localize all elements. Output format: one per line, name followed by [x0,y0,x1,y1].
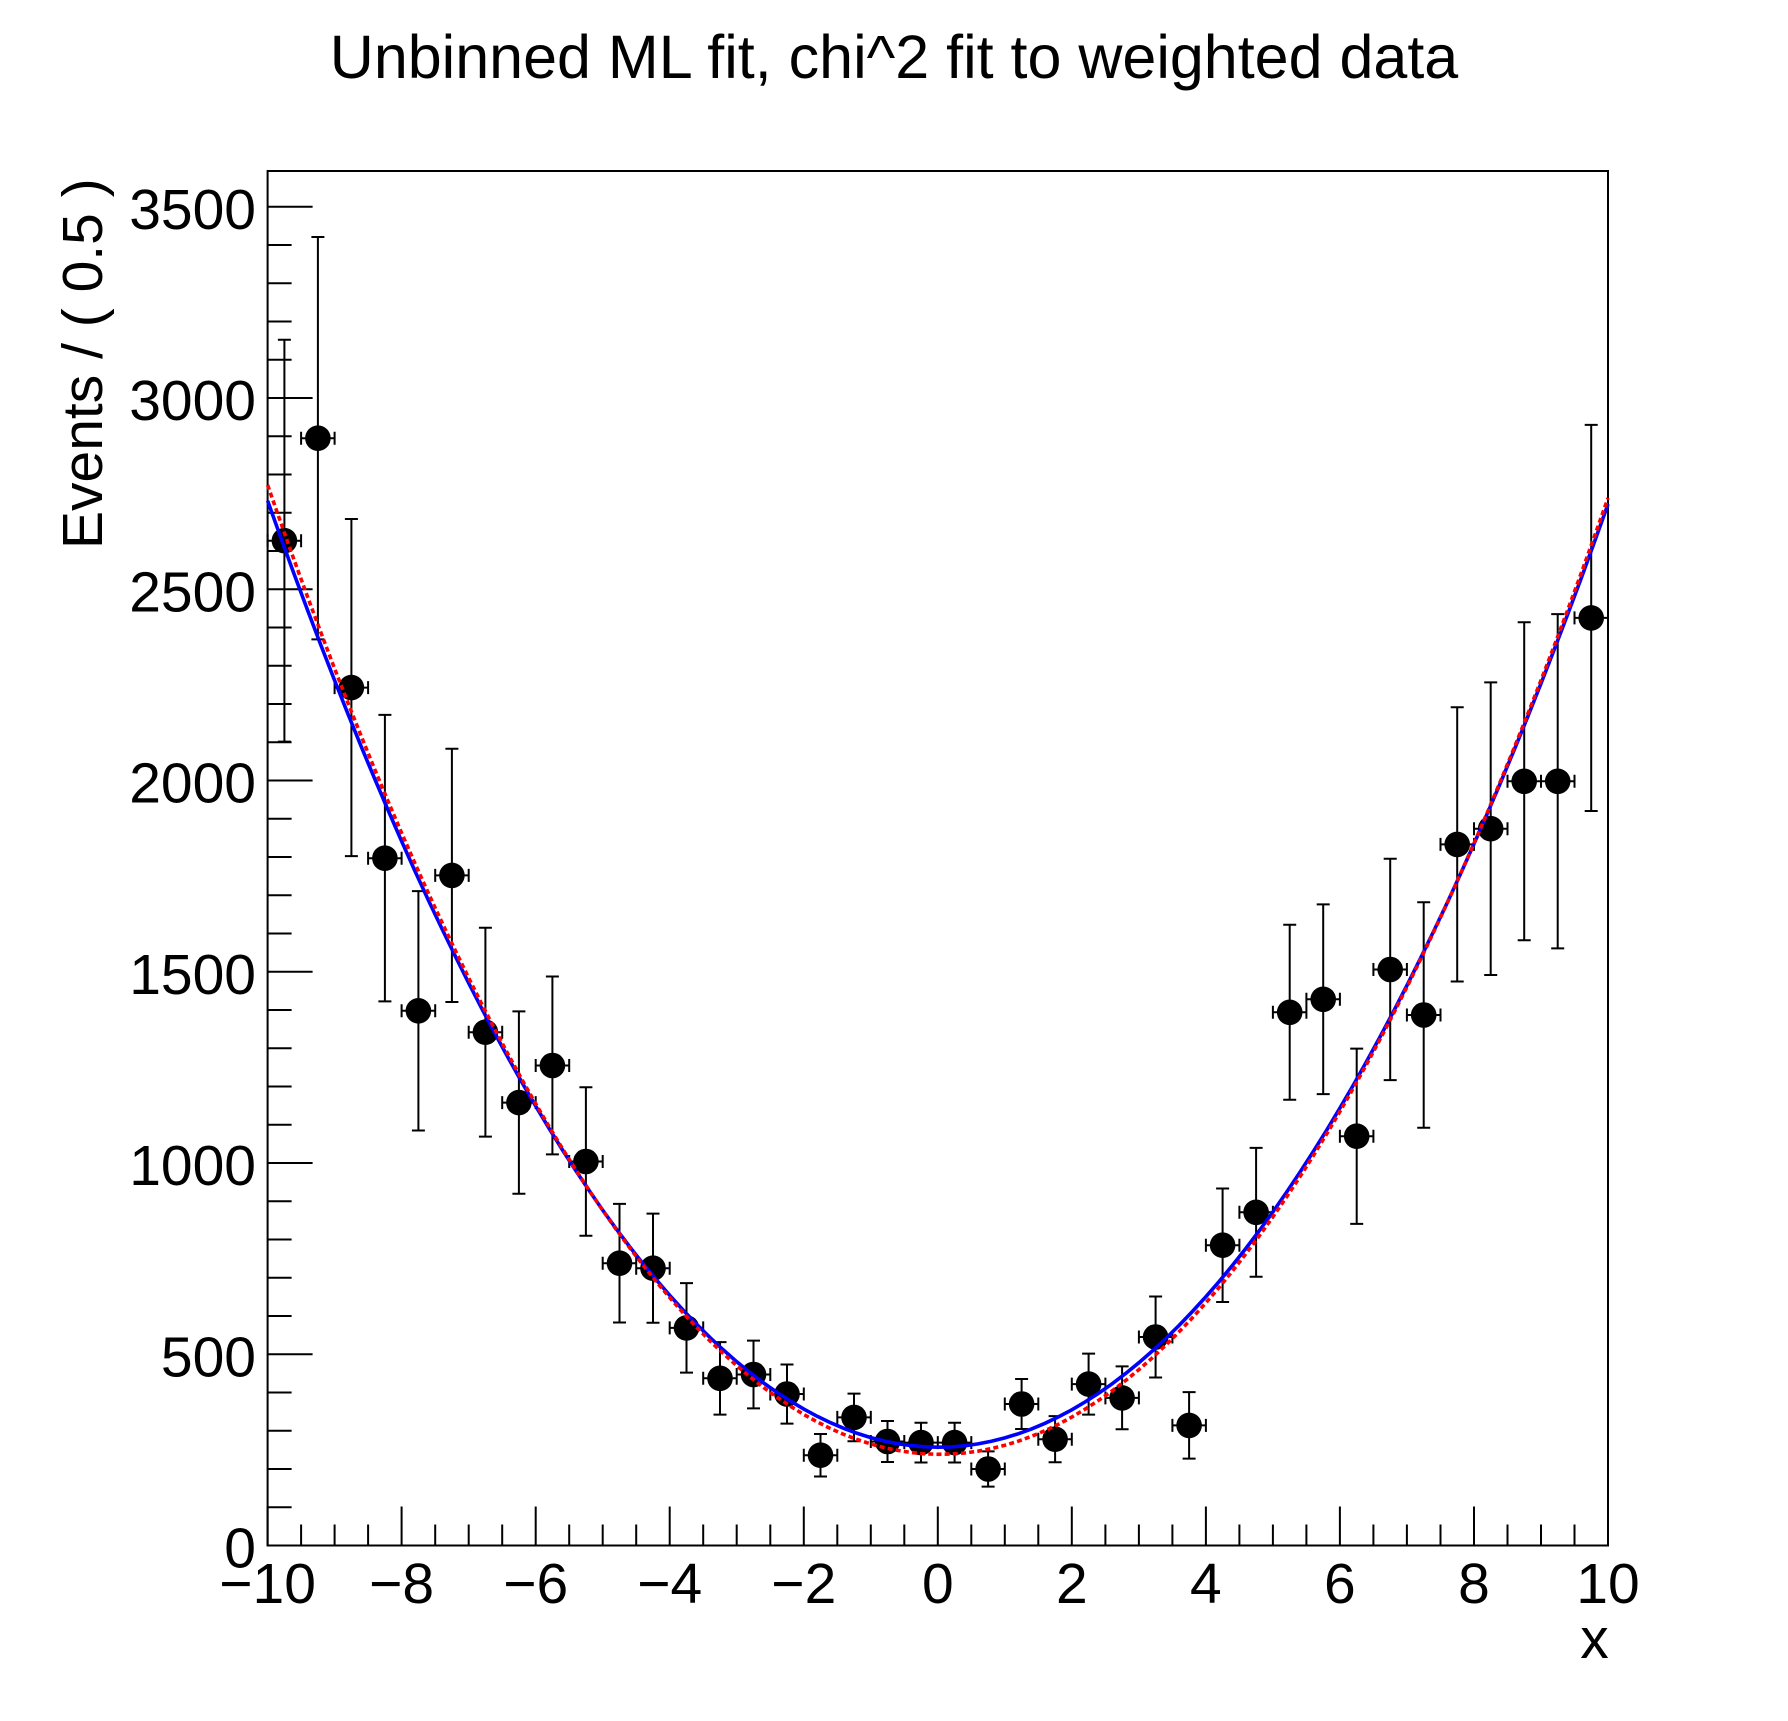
svg-text:−10: −10 [219,1552,316,1616]
svg-text:2000: 2000 [129,752,256,816]
svg-text:10: 10 [1576,1552,1639,1616]
svg-text:4: 4 [1190,1552,1222,1616]
svg-text:6: 6 [1324,1552,1356,1616]
svg-text:−6: −6 [503,1552,568,1616]
svg-text:−8: −8 [369,1552,434,1616]
svg-text:Unbinned ML fit, chi^2 fit to: Unbinned ML fit, chi^2 fit to weighted d… [330,23,1458,91]
svg-text:1500: 1500 [129,943,256,1007]
svg-text:0: 0 [224,1517,256,1581]
svg-text:8: 8 [1458,1552,1490,1616]
svg-text:−2: −2 [771,1552,836,1616]
svg-text:2500: 2500 [129,560,256,624]
svg-text:x: x [1580,1607,1609,1671]
svg-text:Events / ( 0.5 ): Events / ( 0.5 ) [51,178,115,549]
svg-text:500: 500 [161,1325,256,1389]
svg-text:2: 2 [1056,1552,1088,1616]
svg-text:0: 0 [922,1552,954,1616]
svg-text:−4: −4 [637,1552,702,1616]
svg-text:1000: 1000 [129,1134,256,1198]
svg-text:3500: 3500 [129,178,256,242]
svg-text:3000: 3000 [129,369,256,433]
